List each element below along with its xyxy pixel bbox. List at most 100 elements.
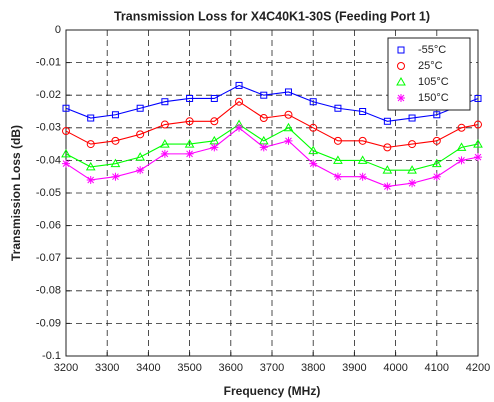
marker	[185, 149, 194, 158]
marker	[457, 156, 466, 165]
marker	[284, 88, 292, 96]
marker	[309, 98, 317, 106]
marker	[383, 182, 392, 191]
marker	[235, 81, 243, 89]
y-tick-label: -0.09	[36, 317, 61, 329]
y-tick-label: -0.01	[36, 57, 61, 69]
marker	[186, 94, 194, 102]
chart-title: Transmission Loss for X4C40K1-30S (Feedi…	[114, 9, 430, 23]
marker	[135, 152, 146, 161]
x-tick-label: 3700	[260, 362, 284, 374]
marker	[474, 120, 482, 129]
marker	[260, 91, 268, 99]
marker	[111, 111, 119, 119]
marker	[408, 140, 417, 149]
marker	[185, 117, 194, 126]
x-tick-label: 4100	[425, 362, 449, 374]
axes-frame	[65, 29, 479, 357]
marker	[382, 165, 393, 174]
marker	[431, 158, 442, 168]
marker	[457, 123, 466, 132]
x-tick-label: 4000	[383, 362, 407, 374]
x-tick-label: 3200	[54, 362, 78, 374]
marker	[432, 136, 441, 145]
marker	[184, 139, 195, 148]
marker	[284, 136, 293, 145]
marker	[309, 123, 318, 132]
marker	[283, 122, 294, 132]
y-tick-label: -0.1	[42, 350, 61, 362]
marker	[358, 172, 367, 181]
marker	[383, 143, 392, 152]
marker	[334, 104, 342, 112]
marker	[309, 159, 318, 168]
marker	[408, 179, 417, 188]
legend-label: 105°C	[418, 76, 449, 88]
marker	[408, 114, 416, 122]
marker	[358, 136, 367, 145]
marker	[333, 136, 342, 145]
legend-marker	[397, 46, 405, 54]
marker	[259, 114, 268, 123]
x-tick-label: 4200	[466, 362, 490, 374]
y-tick-label: -0.08	[36, 285, 61, 297]
marker	[308, 145, 319, 155]
marker	[86, 175, 95, 184]
marker	[210, 117, 219, 126]
marker	[85, 161, 96, 171]
series-line	[65, 84, 479, 122]
marker	[160, 120, 169, 129]
marker	[111, 172, 120, 181]
x-axis-label: Frequency (MHz)	[224, 384, 321, 398]
marker	[61, 148, 71, 158]
marker	[259, 143, 268, 152]
marker	[111, 136, 120, 145]
legend-label: -55°C	[418, 44, 446, 56]
y-tick-label: -0.02	[36, 89, 61, 101]
y-axis-label: Transmission Loss (dB)	[9, 125, 23, 261]
marker	[62, 104, 70, 112]
marker	[210, 143, 219, 152]
y-tick-label: -0.07	[36, 252, 61, 264]
y-tick-label: -0.06	[36, 220, 61, 232]
marker	[62, 127, 70, 136]
marker	[474, 153, 482, 162]
marker	[62, 159, 70, 168]
legend-marker	[396, 76, 406, 86]
series-line	[65, 123, 479, 171]
marker	[333, 172, 342, 181]
x-tick-label: 3600	[219, 362, 243, 374]
marker	[160, 139, 170, 148]
x-tick-label: 3500	[177, 362, 201, 374]
marker	[473, 139, 483, 148]
legend-marker	[397, 62, 405, 70]
marker	[161, 98, 169, 106]
marker	[456, 142, 467, 151]
marker	[432, 172, 441, 181]
marker	[284, 110, 293, 119]
marker	[110, 158, 121, 168]
marker	[235, 97, 244, 106]
y-tick-label: -0.04	[36, 154, 61, 166]
marker	[86, 140, 95, 149]
y-tick-label: -0.03	[36, 122, 61, 134]
marker	[357, 155, 368, 164]
x-tick-label: 3300	[95, 362, 119, 374]
x-tick-label: 3400	[136, 362, 160, 374]
marker	[136, 104, 144, 112]
marker	[210, 94, 218, 102]
legend-label: 25°C	[418, 60, 443, 72]
marker	[474, 94, 482, 102]
marker	[433, 111, 441, 119]
marker	[87, 114, 95, 122]
marker	[160, 149, 169, 158]
x-tick-label: 3900	[342, 362, 366, 374]
marker	[136, 130, 145, 139]
marker	[407, 165, 417, 174]
y-tick-label: -0.05	[36, 187, 61, 199]
legend-marker	[397, 94, 405, 102]
marker	[136, 166, 145, 175]
marker	[359, 108, 367, 115]
legend-label: 150°C	[418, 92, 449, 104]
